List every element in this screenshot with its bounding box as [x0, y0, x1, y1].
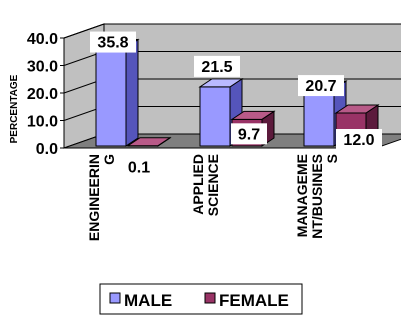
category-label: NT/BUSINES: [309, 154, 325, 239]
legend-swatch-male: [110, 293, 120, 303]
data-label: 9.7: [238, 126, 260, 143]
legend-label-female: FEMALE: [219, 291, 289, 310]
data-label: 35.8: [97, 35, 128, 52]
category-label: S: [324, 154, 340, 163]
category-label: G: [101, 154, 117, 165]
y-tick-label: 30.0: [27, 59, 58, 76]
legend-swatch-female: [205, 293, 215, 303]
y-tick-label: 40.0: [27, 31, 58, 48]
y-tick-label: 0.0: [36, 141, 58, 158]
data-label: 12.0: [343, 132, 374, 149]
bar-male: [200, 87, 230, 146]
legend-label-male: MALE: [124, 291, 172, 310]
category-label: ENGINEERIN: [86, 154, 102, 241]
bar-male: [304, 89, 334, 146]
bar-male: [96, 48, 126, 146]
y-axis-title: PERCENTAGE: [9, 74, 20, 143]
data-label: 20.7: [305, 78, 336, 95]
data-label: 21.5: [201, 59, 232, 76]
bar-side-male: [126, 40, 138, 146]
y-tick-label: 10.0: [27, 114, 58, 131]
data-label: 0.1: [128, 160, 150, 177]
category-label: MANAGEME: [294, 154, 310, 237]
category-label: APPLIED: [190, 154, 206, 215]
category-label: SCIENCE: [205, 154, 221, 216]
y-tick-label: 20.0: [27, 86, 58, 103]
